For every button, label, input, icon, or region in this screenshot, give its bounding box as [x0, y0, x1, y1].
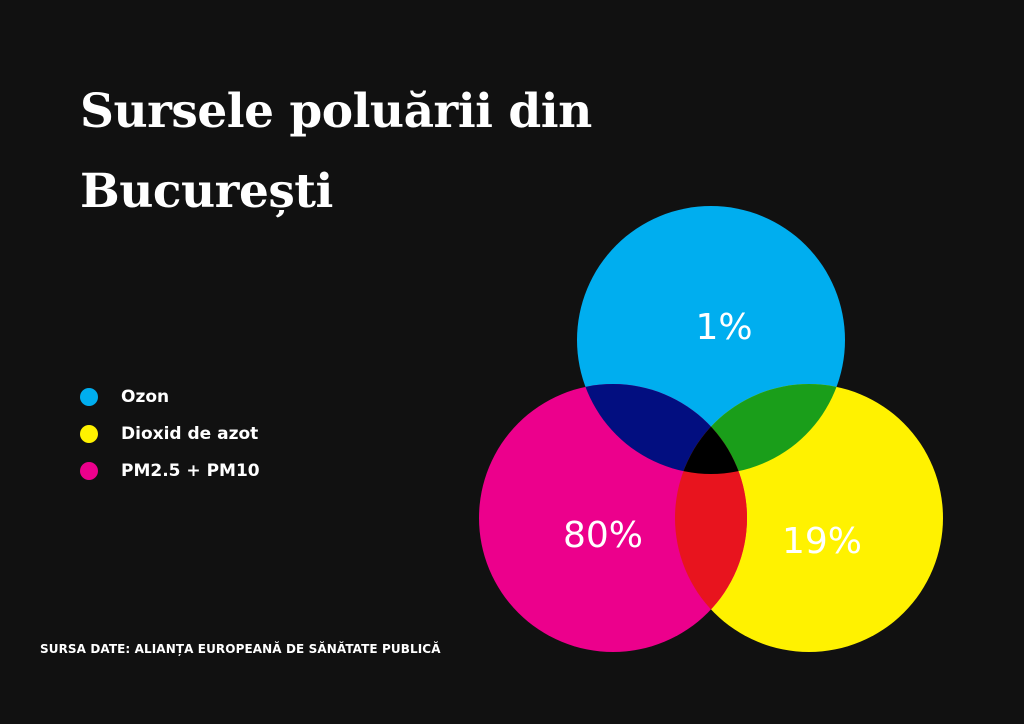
legend-label-ozon: Ozon	[121, 386, 170, 407]
legend-item-dioxid-de-azot: Dioxid de azot	[80, 415, 260, 452]
value-label-pm: 80%	[563, 515, 643, 556]
data-source: SURSA DATE: ALIANȚA EUROPEANĂ DE SĂNĂTAT…	[40, 642, 441, 656]
chart-title: Sursele poluării din București	[80, 84, 592, 219]
value-label-dioxid-de-azot: 19%	[782, 521, 862, 562]
legend: Ozon Dioxid de azot PM2.5 + PM10	[80, 378, 260, 489]
legend-label-dioxid-de-azot: Dioxid de azot	[121, 423, 259, 444]
overlap-ozon-pm	[577, 384, 747, 474]
legend-swatch-dioxid-de-azot	[80, 424, 98, 443]
legend-label-pm: PM2.5 + PM10	[121, 460, 260, 481]
overlap-ozon-dioxid	[675, 384, 845, 474]
legend-swatch-pm	[80, 461, 98, 480]
legend-item-ozon: Ozon	[80, 378, 260, 415]
value-label-ozon: 1%	[695, 307, 752, 348]
legend-swatch-ozon	[80, 387, 98, 406]
legend-item-pm: PM2.5 + PM10	[80, 452, 260, 489]
